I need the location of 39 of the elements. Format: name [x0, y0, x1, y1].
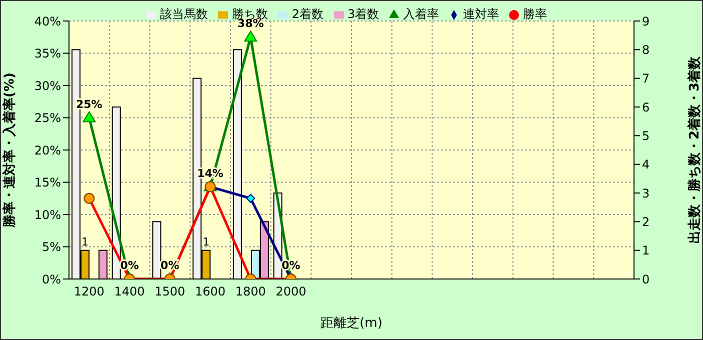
legend-label: 3着数	[348, 7, 380, 21]
x-tick-label: 1600	[194, 284, 226, 299]
y2-tick-label: 5	[642, 128, 650, 143]
x-tick-label: 2000	[276, 284, 306, 299]
y-tick-label: 15%	[34, 176, 61, 190]
x-tick-label: 1400	[114, 284, 145, 299]
y-tick-label: 40%	[34, 14, 61, 28]
legend-label: 勝率	[523, 7, 548, 21]
y-tick-label: 25%	[34, 111, 61, 126]
y-tick-label: 5%	[42, 240, 61, 254]
legend-label: 2着数	[292, 7, 324, 21]
legend-label: 該当馬数	[160, 7, 208, 21]
x-tick-label: 1200	[74, 284, 104, 299]
x-axis-title: 距離芝(m)	[320, 316, 382, 331]
y2-tick-label: 6	[642, 100, 650, 114]
data-label: 1	[82, 235, 88, 248]
y2-tick-label: 9	[642, 14, 650, 28]
x-tick-label: 1500	[154, 284, 186, 299]
y2-axis-title: 出走数・勝ち数・2着数・3着数	[686, 55, 703, 244]
y2-tick-label: 1	[642, 244, 650, 258]
y-tick-label: 10%	[34, 208, 61, 222]
point	[244, 30, 258, 42]
y2-tick-label: 8	[642, 42, 650, 57]
y2-tick-label: 4	[642, 158, 650, 172]
y-tick-label: 0%	[42, 272, 61, 286]
y2-tick-label: 2	[642, 214, 650, 229]
y-tick-label: 35%	[34, 46, 61, 61]
legend-label: 勝ち数	[232, 7, 268, 21]
x-tick-label: 1800	[235, 284, 266, 299]
point	[82, 111, 96, 122]
legend-label: 連対率	[463, 7, 500, 21]
legend-label: 入着率	[403, 7, 440, 21]
y-tick-label: 20%	[34, 143, 61, 158]
y-axis-title: 勝率・連対率・入着率(%)	[2, 72, 18, 228]
data-label: 1	[202, 235, 210, 248]
y2-tick-label: 7	[642, 72, 650, 86]
y2-tick-label: 0	[642, 272, 650, 286]
y2-tick-label: 3	[642, 186, 650, 200]
y-tick-label: 30%	[34, 78, 61, 93]
